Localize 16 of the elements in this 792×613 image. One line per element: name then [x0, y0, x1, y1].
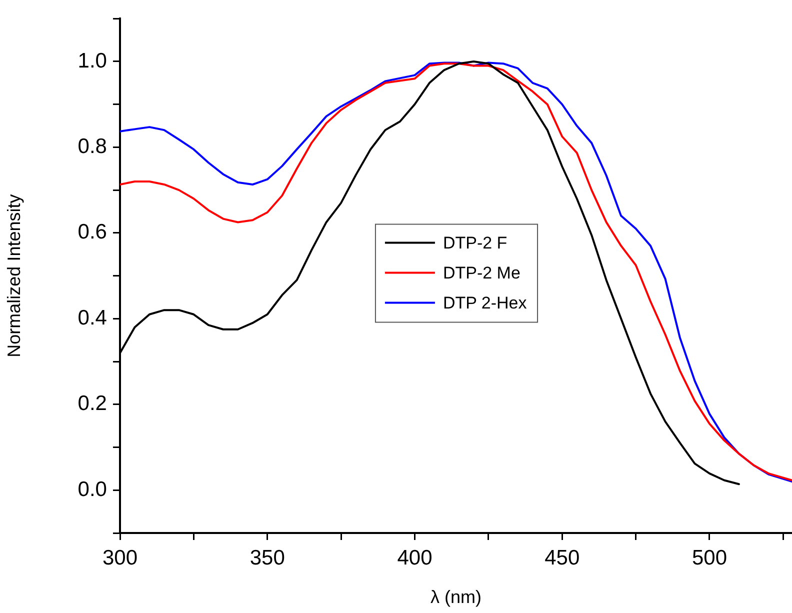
legend-label: DTP-2 F [442, 233, 508, 252]
x-tick-label: 300 [102, 546, 138, 570]
x-axis-title: λ (nm) [430, 587, 482, 608]
y-tick-label: 0.8 [78, 134, 107, 158]
y-tick-label: 1.0 [78, 49, 107, 72]
y-tick-label: 0.2 [78, 392, 107, 416]
y-tick-label: 0.0 [78, 478, 107, 501]
y-tick-label: 0.4 [78, 306, 108, 330]
legend-label: DTP 2-Hex [442, 293, 528, 312]
x-tick-label: 400 [397, 546, 432, 570]
y-axis-title: Normalized Intensity [4, 194, 24, 358]
x-tick-label: 350 [250, 546, 285, 570]
y-tick-label: 0.6 [78, 220, 107, 244]
x-tick-label: 450 [544, 546, 580, 570]
legend-label: DTP-2 Me [442, 263, 520, 282]
x-tick-label: 500 [692, 546, 727, 570]
